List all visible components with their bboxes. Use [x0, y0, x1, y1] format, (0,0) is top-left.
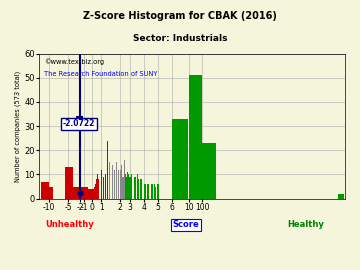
Bar	[82, 191, 90, 199]
Bar	[78, 191, 86, 199]
Bar	[72, 191, 80, 199]
Text: Healthy: Healthy	[287, 220, 324, 230]
Bar	[158, 184, 159, 199]
Text: Unhealthy: Unhealthy	[45, 220, 94, 230]
Bar	[80, 187, 88, 199]
Bar	[144, 184, 145, 199]
Bar	[64, 167, 72, 199]
Bar	[130, 177, 131, 199]
Bar	[124, 160, 125, 199]
Bar	[137, 174, 138, 199]
Bar	[118, 170, 119, 199]
Bar	[122, 177, 123, 199]
Bar	[202, 143, 216, 199]
Bar	[92, 189, 93, 199]
Bar	[105, 174, 106, 199]
Bar	[141, 179, 142, 199]
Bar	[152, 184, 153, 199]
Bar	[114, 170, 115, 199]
Bar	[121, 165, 122, 199]
Bar	[145, 184, 146, 199]
Bar	[338, 194, 344, 199]
Bar	[116, 162, 117, 199]
Bar	[97, 174, 98, 199]
Bar	[76, 187, 84, 199]
Bar	[88, 189, 89, 199]
Bar	[107, 141, 108, 199]
Bar	[154, 184, 155, 199]
Bar	[128, 174, 129, 199]
Bar	[155, 187, 156, 199]
Bar	[125, 174, 126, 199]
Bar	[95, 184, 96, 199]
Bar	[151, 184, 152, 199]
Bar	[103, 177, 104, 199]
Bar	[120, 170, 121, 199]
Y-axis label: Number of companies (573 total): Number of companies (573 total)	[15, 70, 22, 182]
Bar	[94, 187, 95, 199]
Bar	[45, 187, 53, 199]
Bar	[98, 179, 99, 199]
Bar	[112, 165, 113, 199]
Bar	[189, 75, 202, 199]
Bar	[84, 189, 93, 199]
Bar	[134, 177, 135, 199]
Bar	[157, 184, 158, 199]
Text: -2.0722: -2.0722	[63, 119, 95, 129]
Bar	[41, 182, 49, 199]
Bar	[93, 189, 94, 199]
Bar	[68, 187, 76, 199]
Text: ©www.textbiz.org: ©www.textbiz.org	[44, 58, 104, 65]
Bar	[147, 184, 148, 199]
Bar	[111, 160, 112, 199]
Bar	[127, 172, 128, 199]
Text: Score: Score	[172, 220, 199, 230]
Bar	[135, 177, 136, 199]
Bar	[100, 174, 102, 199]
Bar	[131, 174, 132, 199]
Text: Sector: Industrials: Sector: Industrials	[133, 34, 227, 43]
Text: The Research Foundation of SUNY: The Research Foundation of SUNY	[44, 71, 157, 77]
Bar	[138, 179, 139, 199]
Bar	[129, 177, 130, 199]
Bar	[132, 179, 134, 199]
Text: Z-Score Histogram for CBAK (2016): Z-Score Histogram for CBAK (2016)	[83, 11, 277, 21]
Bar	[126, 177, 127, 199]
Bar	[172, 119, 188, 199]
Bar	[148, 184, 149, 199]
